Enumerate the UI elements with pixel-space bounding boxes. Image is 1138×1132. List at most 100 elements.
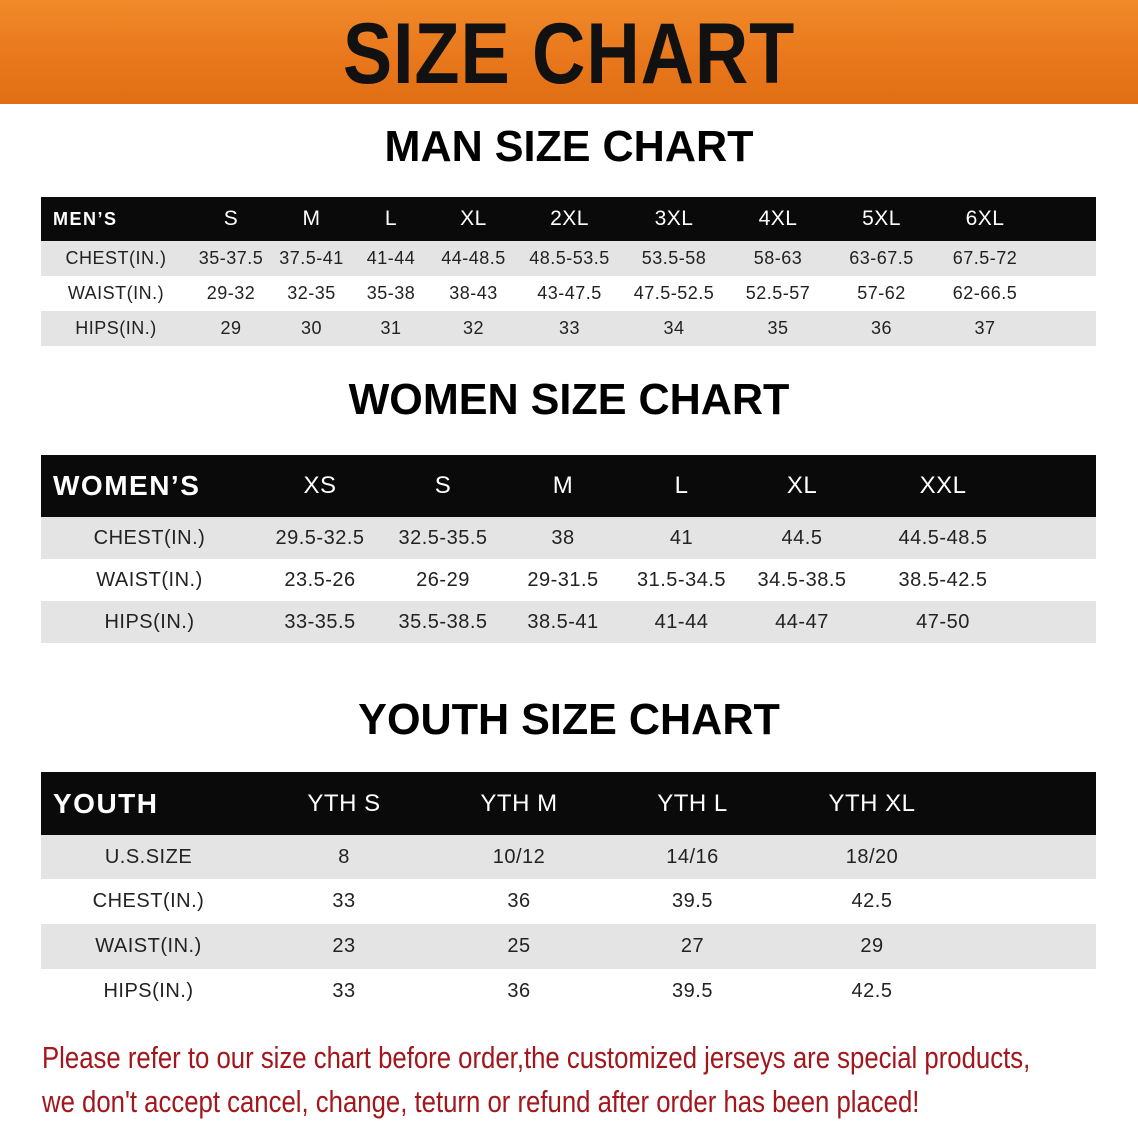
size-header: L <box>384 207 398 230</box>
size-header: YTH S <box>307 789 381 817</box>
table-row: HIPS(IN.) 33 36 39.5 42.5 <box>41 969 1096 1014</box>
size-header: 4XL <box>758 207 798 230</box>
size-header: L <box>674 472 689 499</box>
table-cell: 29.5-32.5 <box>275 526 365 549</box>
table-cell: 31 <box>380 318 402 338</box>
size-header: M <box>302 207 321 230</box>
table-cell: 33-35.5 <box>284 610 356 633</box>
table-cell: 38 <box>551 526 575 549</box>
table-cell: 31.5-34.5 <box>636 568 726 591</box>
table-cell: 23.5-26 <box>284 568 356 591</box>
women-section-title: WOMEN SIZE CHART <box>348 375 790 424</box>
table-cell: 44-47 <box>775 610 829 633</box>
table-cell: 29-32 <box>206 283 256 303</box>
table-cell: 29-31.5 <box>527 568 599 591</box>
row-label: U.S.SIZE <box>104 845 193 868</box>
table-cell: 29 <box>220 318 242 338</box>
table-cell: 32-35 <box>287 283 336 303</box>
table-cell: 33 <box>332 890 356 912</box>
row-label: CHEST(IN.) <box>93 526 206 549</box>
size-header: XXL <box>919 472 967 499</box>
size-header: M <box>552 472 574 499</box>
table-cell: 32 <box>462 318 485 338</box>
table-cell: 29 <box>860 935 884 957</box>
table-cell: 38-43 <box>449 283 498 303</box>
banner-title: SIZE CHART <box>342 5 796 102</box>
table-row: U.S.SIZE 8 10/12 14/16 18/20 <box>41 835 1096 879</box>
table-cell: 41-44 <box>366 248 416 268</box>
table-cell: 14/16 <box>666 845 719 868</box>
size-header: XL <box>786 472 818 499</box>
table-cell: 18/20 <box>845 845 899 868</box>
women-size-table: WOMEN’S XS S M L XL XXL CHEST(IN.) 29.5-32.5 32.5… <box>41 455 1096 643</box>
table-cell: 34 <box>663 318 685 338</box>
table-cell: 35 <box>767 318 789 338</box>
table-cell: 23 <box>332 935 356 957</box>
row-label: HIPS(IN.) <box>75 318 157 338</box>
table-cell: 52.5-57 <box>745 283 811 303</box>
table-cell: 34.5-38.5 <box>757 568 847 591</box>
table-header-label: YOUTH <box>53 787 159 819</box>
row-label: CHEST(IN.) <box>65 248 167 268</box>
table-header-row: MEN’S S M L XL 2XL 3XL 4XL 5XL 6XL <box>41 197 1096 241</box>
table-cell: 39.5 <box>672 890 713 912</box>
men-section-title: MAN SIZE CHART <box>384 122 754 171</box>
size-chart-banner: SIZE CHART <box>0 0 1138 104</box>
men-size-table: MEN’S S M L XL 2XL 3XL 4XL 5XL 6XL CHEST(IN.) 35-37… <box>41 197 1096 346</box>
size-header: S <box>223 207 239 230</box>
note-line-2: we don't accept cancel, change, teturn o… <box>42 1084 920 1119</box>
note-line-1: Please refer to our size chart before or… <box>42 1040 1031 1075</box>
size-header: 3XL <box>654 207 694 230</box>
youth-section-title: YOUTH SIZE CHART <box>358 695 780 744</box>
row-label: CHEST(IN.) <box>92 890 205 912</box>
table-row: WAIST(IN.) 29-32 32-35 35-38 38-43 43-47.5 47.… <box>41 276 1096 311</box>
size-header: YTH XL <box>828 789 916 817</box>
table-cell: 44.5 <box>781 526 823 549</box>
table-header-row: YOUTH YTH S YTH M YTH L YTH XL <box>41 772 1096 835</box>
table-cell: 57-62 <box>857 283 906 303</box>
table-cell: 58-63 <box>753 248 803 268</box>
table-row: HIPS(IN.) 33-35.5 35.5-38.5 38.5-41 41-44 44-… <box>41 601 1096 643</box>
row-label: HIPS(IN.) <box>103 980 194 1002</box>
size-header: 6XL <box>965 207 1005 230</box>
table-cell: 30 <box>300 318 323 338</box>
table-cell: 41-44 <box>654 610 709 633</box>
table-cell: 27 <box>680 935 705 957</box>
table-cell: 67.5-72 <box>952 248 1018 268</box>
table-cell: 43-47.5 <box>537 283 602 303</box>
table-header-label: WOMEN’S <box>53 470 201 501</box>
table-cell: 47.5-52.5 <box>633 283 715 303</box>
table-cell: 38.5-42.5 <box>898 568 988 591</box>
table-cell: 44.5-48.5 <box>898 526 988 549</box>
size-header: XS <box>303 472 337 499</box>
table-cell: 35.5-38.5 <box>398 610 488 633</box>
table-header-row: WOMEN’S XS S M L XL XXL <box>41 455 1096 517</box>
row-label: HIPS(IN.) <box>104 610 195 633</box>
table-cell: 53.5-58 <box>641 248 707 268</box>
size-header: YTH M <box>480 789 558 817</box>
order-policy-note: Please refer to our size chart before or… <box>42 1036 1031 1124</box>
size-header: YTH L <box>657 789 728 817</box>
table-cell: 36 <box>507 890 531 912</box>
table-cell: 41 <box>669 526 694 549</box>
row-label: WAIST(IN.) <box>95 935 202 957</box>
table-cell: 48.5-53.5 <box>529 248 610 268</box>
table-cell: 26-29 <box>416 568 470 591</box>
table-cell: 38.5-41 <box>527 610 599 633</box>
row-label: WAIST(IN.) <box>67 283 165 303</box>
table-cell: 37 <box>974 318 996 338</box>
size-header: 2XL <box>550 207 589 230</box>
table-cell: 36 <box>870 318 893 338</box>
table-cell: 62-66.5 <box>952 283 1018 303</box>
table-header-label: MEN’S <box>53 208 118 229</box>
youth-size-table: YOUTH YTH S YTH M YTH L YTH XL U.S.SIZE 8 10/12… <box>41 772 1096 1014</box>
row-label: WAIST(IN.) <box>96 568 203 591</box>
table-row: HIPS(IN.) 29 30 31 32 33 34 35 36 37 <box>41 311 1096 346</box>
table-cell: 33 <box>332 980 356 1002</box>
table-cell: 8 <box>338 845 350 868</box>
table-row: CHEST(IN.) 35-37.5 37.5-41 41-44 44-48.5 48.5… <box>41 241 1096 276</box>
table-cell: 63-67.5 <box>849 248 914 268</box>
size-header: XL <box>460 207 487 230</box>
table-row: WAIST(IN.) 23 25 27 29 <box>41 924 1096 969</box>
table-row: WAIST(IN.) 23.5-26 26-29 29-31.5 31.5-34.5 34… <box>41 559 1096 601</box>
